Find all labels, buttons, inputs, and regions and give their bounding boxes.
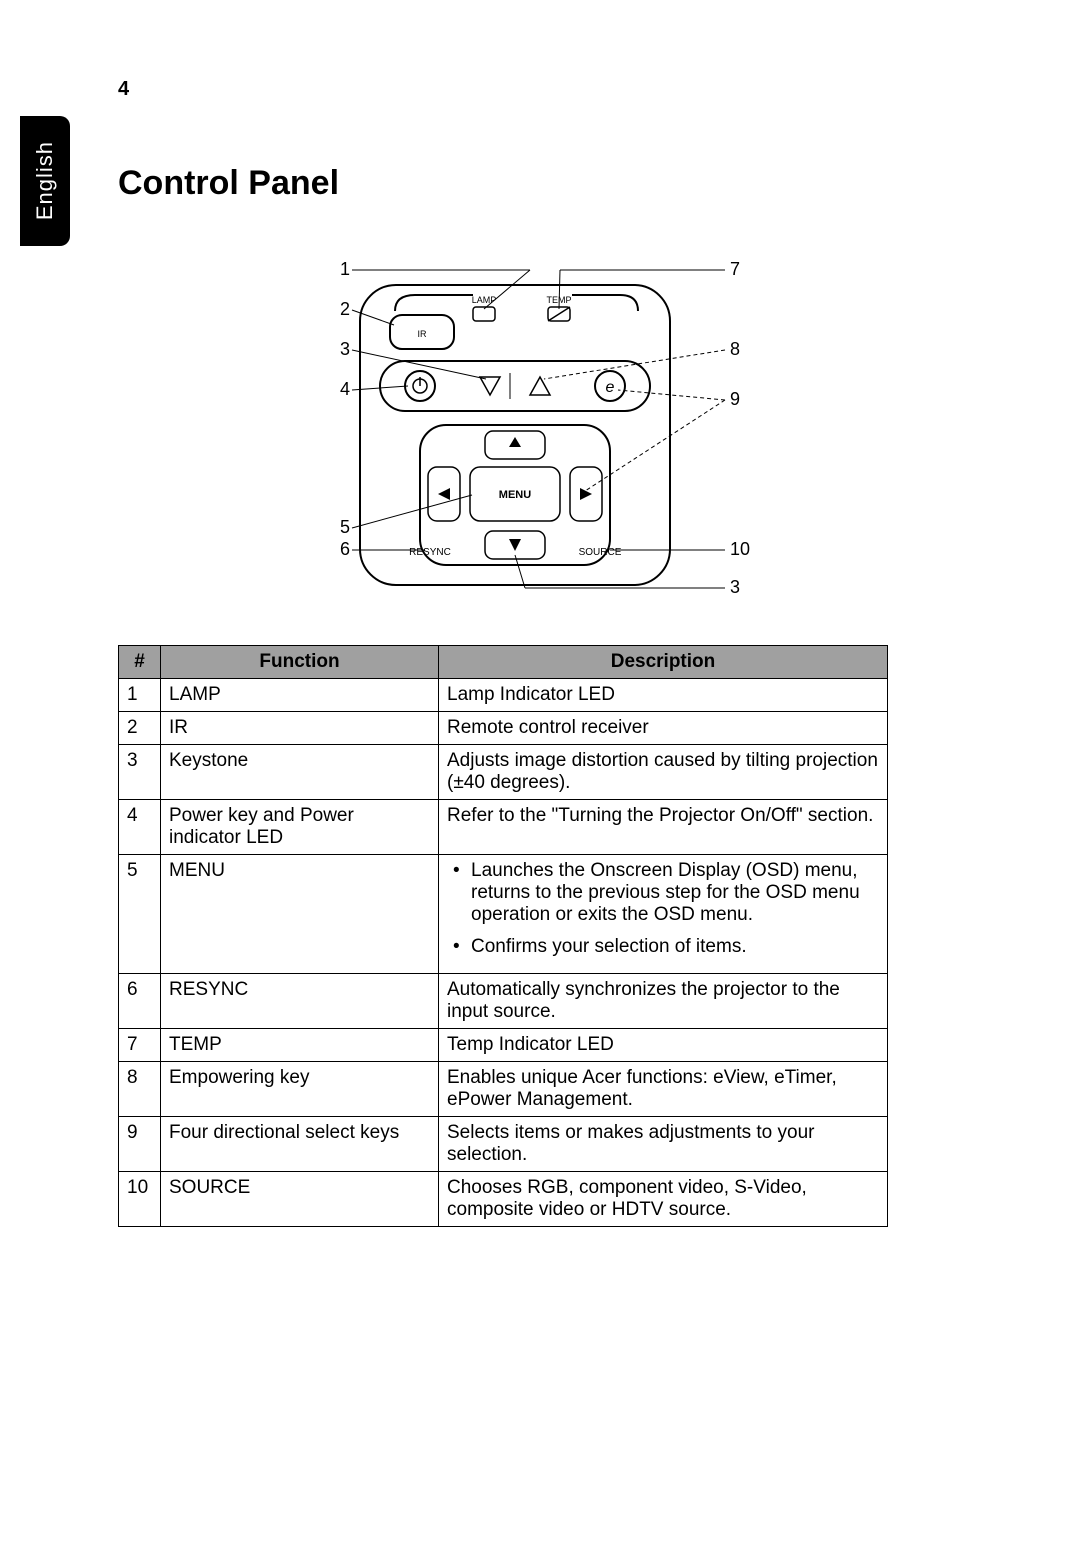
language-tab: English	[20, 116, 70, 246]
table-row: 2IRRemote control receiver	[119, 712, 888, 745]
table-row: 1LAMPLamp Indicator LED	[119, 679, 888, 712]
control-panel-diagram: LAMP TEMP IR e MENU	[300, 255, 780, 605]
cell-description: Chooses RGB, component video, S-Video, c…	[439, 1172, 888, 1227]
cell-num: 5	[119, 855, 161, 974]
callout-3b: 3	[730, 577, 740, 597]
table-row: 7TEMPTemp Indicator LED	[119, 1029, 888, 1062]
cell-num: 6	[119, 974, 161, 1029]
section-title: Control Panel	[118, 164, 339, 203]
cell-num: 9	[119, 1117, 161, 1172]
cell-function: Keystone	[161, 745, 439, 800]
cell-description: Remote control receiver	[439, 712, 888, 745]
table-row: 5MENULaunches the Onscreen Display (OSD)…	[119, 855, 888, 974]
callout-2: 2	[340, 299, 350, 319]
callout-3: 3	[340, 339, 350, 359]
cell-function: SOURCE	[161, 1172, 439, 1227]
diagram-menu-label: MENU	[499, 489, 531, 501]
callout-9: 9	[730, 389, 740, 409]
cell-function: LAMP	[161, 679, 439, 712]
table-row: 9Four directional select keysSelects ite…	[119, 1117, 888, 1172]
cell-description: Launches the Onscreen Display (OSD) menu…	[439, 855, 888, 974]
control-panel-table: # Function Description 1LAMPLamp Indicat…	[118, 645, 888, 1227]
table-header-row: # Function Description	[119, 646, 888, 679]
diagram-ir-label: IR	[418, 329, 428, 339]
language-tab-label: English	[32, 141, 58, 220]
cell-num: 4	[119, 800, 161, 855]
diagram-lamp-label: LAMP	[472, 295, 497, 305]
cell-function: Power key and Power indicator LED	[161, 800, 439, 855]
cell-num: 2	[119, 712, 161, 745]
callout-1: 1	[340, 259, 350, 279]
header-description: Description	[439, 646, 888, 679]
table-row: 6RESYNCAutomatically synchronizes the pr…	[119, 974, 888, 1029]
callout-8: 8	[730, 339, 740, 359]
page-number: 4	[118, 78, 129, 101]
cell-num: 7	[119, 1029, 161, 1062]
header-num: #	[119, 646, 161, 679]
cell-description: Selects items or makes adjustments to yo…	[439, 1117, 888, 1172]
header-function: Function	[161, 646, 439, 679]
cell-function: Empowering key	[161, 1062, 439, 1117]
cell-function: TEMP	[161, 1029, 439, 1062]
cell-function: RESYNC	[161, 974, 439, 1029]
cell-num: 10	[119, 1172, 161, 1227]
diagram-resync-label: RESYNC	[409, 547, 451, 558]
callout-10: 10	[730, 539, 750, 559]
cell-num: 3	[119, 745, 161, 800]
cell-description: Temp Indicator LED	[439, 1029, 888, 1062]
callout-5: 5	[340, 517, 350, 537]
cell-function: IR	[161, 712, 439, 745]
cell-description: Lamp Indicator LED	[439, 679, 888, 712]
svg-text:e: e	[606, 379, 615, 396]
table-row: 3KeystoneAdjusts image distortion caused…	[119, 745, 888, 800]
diagram-source-label: SOURCE	[579, 547, 622, 558]
cell-description: Refer to the "Turning the Projector On/O…	[439, 800, 888, 855]
callout-4: 4	[340, 379, 350, 399]
table-row: 8Empowering keyEnables unique Acer funct…	[119, 1062, 888, 1117]
cell-num: 1	[119, 679, 161, 712]
table-row: 4Power key and Power indicator LEDRefer …	[119, 800, 888, 855]
callout-7: 7	[730, 259, 740, 279]
cell-description: Enables unique Acer functions: eView, eT…	[439, 1062, 888, 1117]
callout-6: 6	[340, 539, 350, 559]
cell-description: Adjusts image distortion caused by tilti…	[439, 745, 888, 800]
cell-description: Automatically synchronizes the projector…	[439, 974, 888, 1029]
cell-num: 8	[119, 1062, 161, 1117]
cell-function: MENU	[161, 855, 439, 974]
cell-function: Four directional select keys	[161, 1117, 439, 1172]
table-row: 10SOURCEChooses RGB, component video, S-…	[119, 1172, 888, 1227]
